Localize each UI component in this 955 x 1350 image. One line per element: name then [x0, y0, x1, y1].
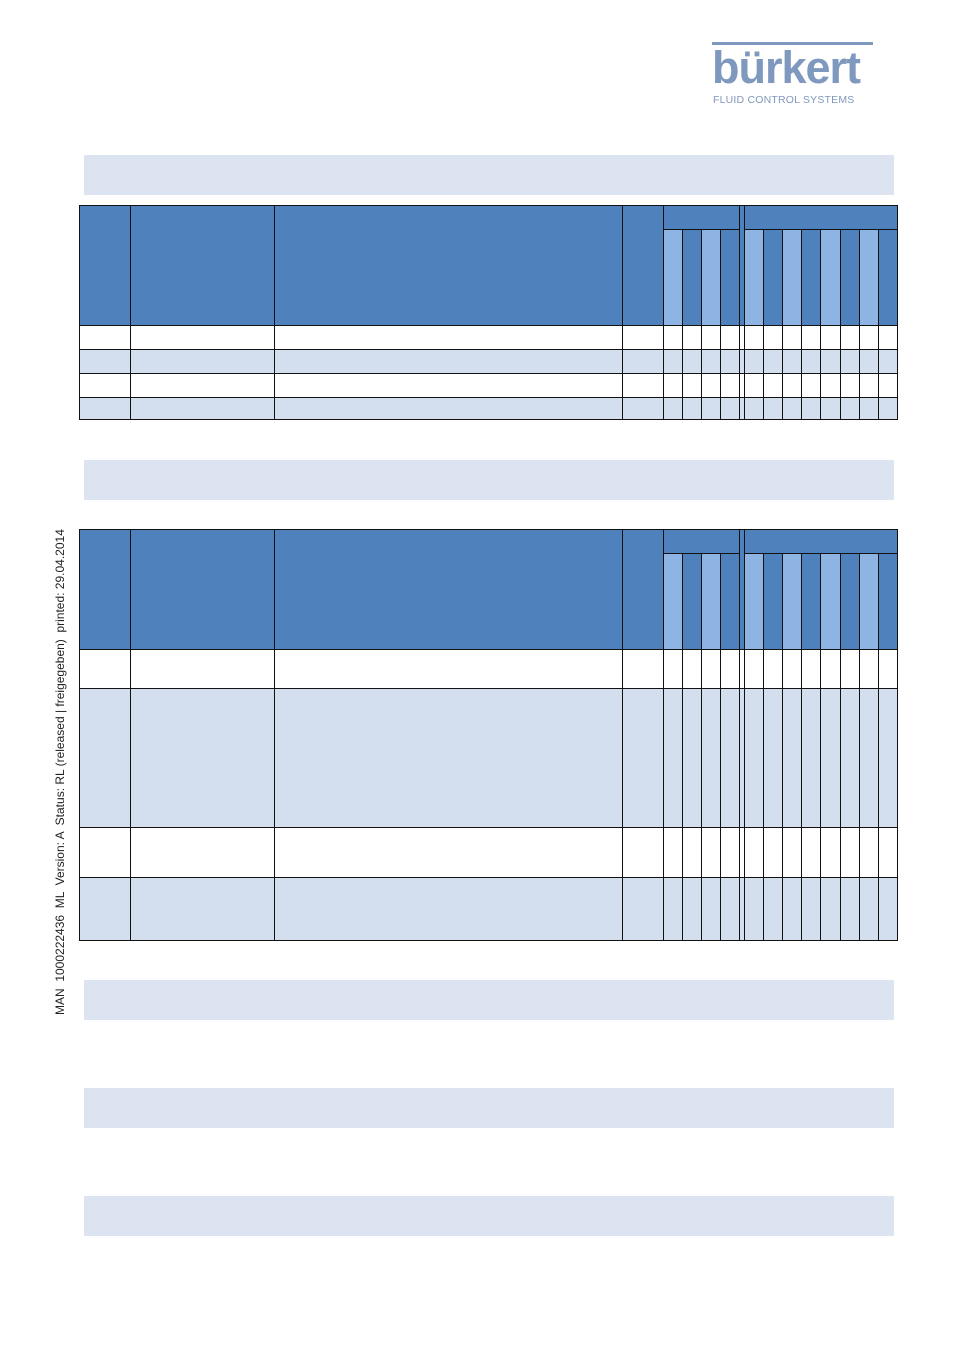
- header-group-cell: [744, 204, 898, 231]
- table-subheader-row: [80, 553, 899, 651]
- header-cell: [621, 528, 664, 651]
- table-row: [78, 348, 899, 374]
- header-cell: [621, 205, 664, 326]
- logo-word: bürkert: [712, 42, 861, 93]
- header-cell: [273, 528, 623, 651]
- table-row: [78, 372, 899, 398]
- logo-bar: [712, 42, 873, 45]
- section-band-3: [84, 980, 894, 1020]
- table-row: [78, 396, 899, 421]
- header-cell: [130, 528, 275, 651]
- header-cell: [130, 205, 275, 326]
- header-cell: [273, 205, 623, 326]
- table-row: [78, 876, 899, 942]
- table-row: [78, 826, 899, 878]
- section-band-2: [84, 460, 894, 500]
- spec-table-1: [78, 204, 899, 421]
- burkert-logo: bürkert FLUID CONTROL SYSTEMS: [712, 42, 874, 106]
- table-row: [78, 324, 899, 350]
- header-group-cell: [662, 204, 741, 231]
- header-cell: [78, 205, 132, 326]
- header-group-cell: [662, 528, 741, 555]
- document-info: MAN 1000222436 ML Version: A Status: RL …: [53, 529, 67, 1015]
- section-band-4: [84, 1088, 894, 1128]
- header-group-cell: [744, 528, 898, 555]
- header-cell: [78, 528, 132, 651]
- logo-tagline: FLUID CONTROL SYSTEMS: [713, 94, 855, 106]
- section-band-5: [84, 1196, 894, 1236]
- table-header-row: [78, 204, 898, 326]
- spec-table-2: [78, 528, 899, 942]
- section-band-1: [84, 155, 894, 195]
- table-header-row: [78, 528, 898, 651]
- table-row: [78, 688, 899, 828]
- table-row: [78, 649, 899, 690]
- table-subheader-row: [80, 229, 899, 326]
